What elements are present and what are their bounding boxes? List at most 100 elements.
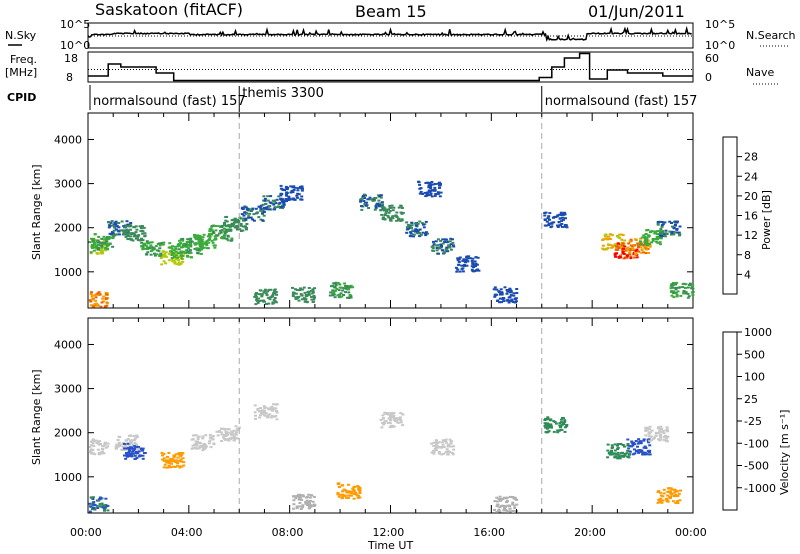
data-cell (374, 206, 378, 209)
data-cell (174, 254, 178, 257)
data-cell (234, 219, 238, 222)
data-cell (674, 221, 678, 224)
data-cell (498, 297, 502, 300)
data-cell (91, 240, 95, 243)
data-cell (219, 231, 223, 234)
data-cell (195, 238, 199, 240)
y-tick-label: 2000 (54, 427, 82, 440)
data-cell (229, 239, 233, 242)
data-cell (432, 449, 436, 452)
data-cell (173, 261, 177, 264)
data-cell (310, 295, 313, 298)
data-cell (279, 187, 283, 190)
data-cell (308, 499, 312, 502)
data-cell (295, 507, 299, 510)
data-cell (657, 490, 661, 493)
data-cell (498, 291, 502, 294)
data-cell (99, 252, 103, 255)
data-cell (513, 496, 517, 499)
data-cell (166, 460, 170, 463)
data-cell (474, 256, 478, 259)
data-cell (549, 418, 553, 421)
data-cell (440, 446, 443, 449)
data-cell (430, 181, 434, 183)
velocity-colorbar-tick-label: -100 (744, 437, 769, 450)
data-cell (274, 202, 278, 205)
data-cell (347, 285, 350, 288)
data-cell (245, 227, 248, 230)
data-cell (438, 183, 442, 185)
data-cell (383, 422, 387, 425)
data-cell (275, 293, 279, 296)
data-cell (313, 296, 316, 299)
data-cell (434, 441, 438, 444)
data-cell (307, 287, 311, 289)
data-cell (658, 499, 662, 501)
data-cell (344, 490, 348, 493)
data-cell (93, 246, 97, 249)
data-cell (496, 300, 499, 302)
data-cell (392, 416, 396, 418)
data-cell (131, 444, 135, 446)
data-cell (92, 501, 96, 504)
data-cell (220, 229, 224, 232)
data-cell (287, 197, 291, 200)
data-cell (440, 245, 443, 247)
data-cell (167, 462, 171, 465)
data-cell (184, 252, 188, 254)
data-cell (675, 293, 679, 296)
data-cell (89, 304, 93, 307)
data-cell (558, 213, 562, 216)
data-cell (255, 211, 259, 214)
noise-sky-line (87, 25, 692, 42)
data-cell (129, 235, 133, 238)
data-cell (345, 296, 349, 299)
data-cell (307, 502, 311, 505)
data-cell (133, 441, 137, 444)
data-cell (133, 447, 136, 450)
data-cell (174, 257, 178, 260)
data-cell (462, 265, 466, 267)
data-cell (131, 450, 135, 453)
data-cell (153, 252, 156, 255)
data-cell (245, 223, 249, 225)
data-cell (116, 439, 120, 441)
data-cell (141, 230, 145, 233)
data-cell (445, 241, 449, 244)
data-cell (451, 241, 455, 244)
data-cell (337, 486, 341, 488)
data-cell (224, 438, 227, 441)
data-cell (416, 222, 420, 225)
data-cell (678, 233, 682, 236)
data-cell (177, 465, 181, 468)
data-cell (435, 445, 439, 448)
data-cell (247, 215, 251, 218)
data-cell (646, 229, 650, 231)
data-cell (128, 225, 132, 228)
x-tick-label: 00:00 (675, 526, 707, 539)
data-cell (295, 289, 299, 291)
data-cell (234, 431, 238, 434)
data-cell (96, 448, 100, 451)
data-cell (215, 430, 219, 433)
noise-panel: N.Sky 10^5 10^0 10^5 10^0 N.Search (5, 18, 796, 52)
data-cell (201, 437, 205, 440)
data-cell (96, 252, 100, 255)
data-cell (560, 219, 564, 222)
data-cell (507, 296, 511, 299)
data-cell (90, 295, 94, 298)
data-cell (298, 505, 302, 508)
data-cell (662, 435, 666, 438)
data-cell (601, 247, 605, 250)
data-cell (337, 289, 341, 292)
data-cell (120, 220, 124, 223)
data-cell (446, 450, 450, 453)
data-cell (669, 497, 672, 499)
data-cell (617, 247, 621, 249)
data-cell (340, 295, 344, 298)
data-cell (344, 284, 347, 287)
data-cell (429, 193, 433, 196)
data-cell (438, 195, 442, 198)
data-cell (561, 417, 564, 419)
data-cell (186, 251, 190, 254)
